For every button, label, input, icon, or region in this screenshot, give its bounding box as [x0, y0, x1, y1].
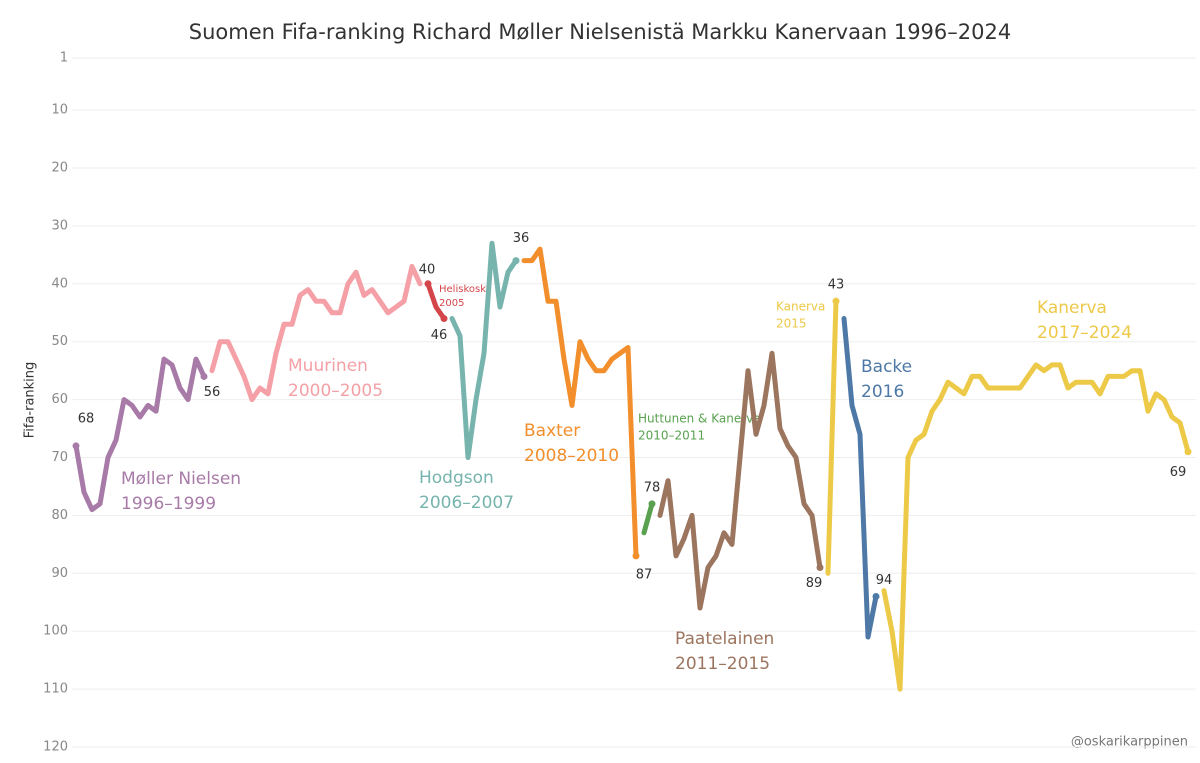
- series-period: 2015: [776, 316, 807, 330]
- series-name: Hodgson: [419, 468, 494, 488]
- series-period: 2010–2011: [638, 428, 705, 442]
- y-tick-label: 100: [43, 624, 68, 639]
- end-dot: [200, 372, 208, 380]
- value-label: 89: [806, 576, 823, 591]
- end-dot: [816, 564, 824, 572]
- series-name: Møller Nielsen: [121, 469, 241, 489]
- value-label: 94: [876, 573, 893, 588]
- y-tick-label: 10: [51, 103, 68, 118]
- end-dot: [440, 315, 448, 323]
- y-tick-label: 110: [43, 682, 68, 697]
- end-dot: [632, 552, 640, 560]
- line-series: [881, 362, 1191, 692]
- value-label: 69: [1170, 465, 1187, 480]
- value-label: 46: [431, 328, 448, 343]
- series-period: 2005: [439, 298, 464, 309]
- series-period: 2017–2024: [1037, 323, 1132, 343]
- series-name: Kanerva: [1037, 298, 1107, 318]
- y-tick-label: 50: [51, 334, 68, 349]
- y-tick-label: 70: [51, 450, 68, 465]
- y-tick-label: 20: [51, 161, 68, 176]
- series-name: Heliskoski: [439, 284, 489, 295]
- value-label: 40: [419, 262, 436, 277]
- end-dot: [512, 257, 520, 265]
- series-name: Kanerva: [776, 300, 825, 314]
- series-period: 2008–2010: [524, 446, 619, 466]
- end-dot: [832, 297, 840, 305]
- line-series: [449, 240, 519, 460]
- series-period: 2006–2007: [419, 493, 514, 513]
- line-series: [521, 246, 639, 559]
- y-axis-title: Fifa-ranking: [23, 362, 38, 439]
- end-dot: [72, 442, 80, 450]
- series-name: Paatelainen: [675, 629, 774, 649]
- value-label: 43: [828, 278, 845, 293]
- y-tick-label: 40: [51, 276, 68, 291]
- end-dot: [648, 500, 656, 508]
- value-label: 36: [513, 231, 530, 246]
- line-series: [209, 263, 423, 403]
- y-tick-label: 80: [51, 508, 68, 523]
- series-name: Muurinen: [288, 356, 368, 376]
- y-tick-label: 30: [51, 218, 68, 233]
- series-name: Baxter: [524, 421, 580, 441]
- series-period: 2000–2005: [288, 381, 383, 401]
- series-name: Huttunen & Kanerva: [638, 412, 761, 426]
- series-period: 1996–1999: [121, 494, 216, 514]
- y-tick-label: 1: [60, 51, 68, 66]
- credit: @oskarikarppinen: [1071, 735, 1188, 750]
- line-series: [73, 356, 207, 513]
- line-series: [841, 316, 879, 640]
- chart-title: Suomen Fifa-ranking Richard Møller Niels…: [189, 20, 1011, 44]
- y-tick-label: 60: [51, 392, 68, 407]
- end-dot: [1184, 448, 1192, 456]
- series-period: 2016: [861, 382, 904, 402]
- line-series: [641, 501, 655, 536]
- series-name: Backe: [861, 357, 912, 377]
- end-dot: [872, 592, 880, 600]
- value-label: 78: [644, 480, 661, 495]
- y-tick-label: 120: [43, 740, 68, 755]
- value-label: 56: [204, 385, 221, 400]
- line-series: [825, 298, 839, 576]
- value-label: 68: [78, 411, 95, 426]
- y-tick-label: 90: [51, 566, 68, 581]
- end-dot: [424, 280, 432, 288]
- series-period: 2011–2015: [675, 654, 770, 674]
- line-series: [657, 350, 823, 611]
- line-series: [425, 281, 447, 321]
- value-label: 87: [636, 567, 653, 582]
